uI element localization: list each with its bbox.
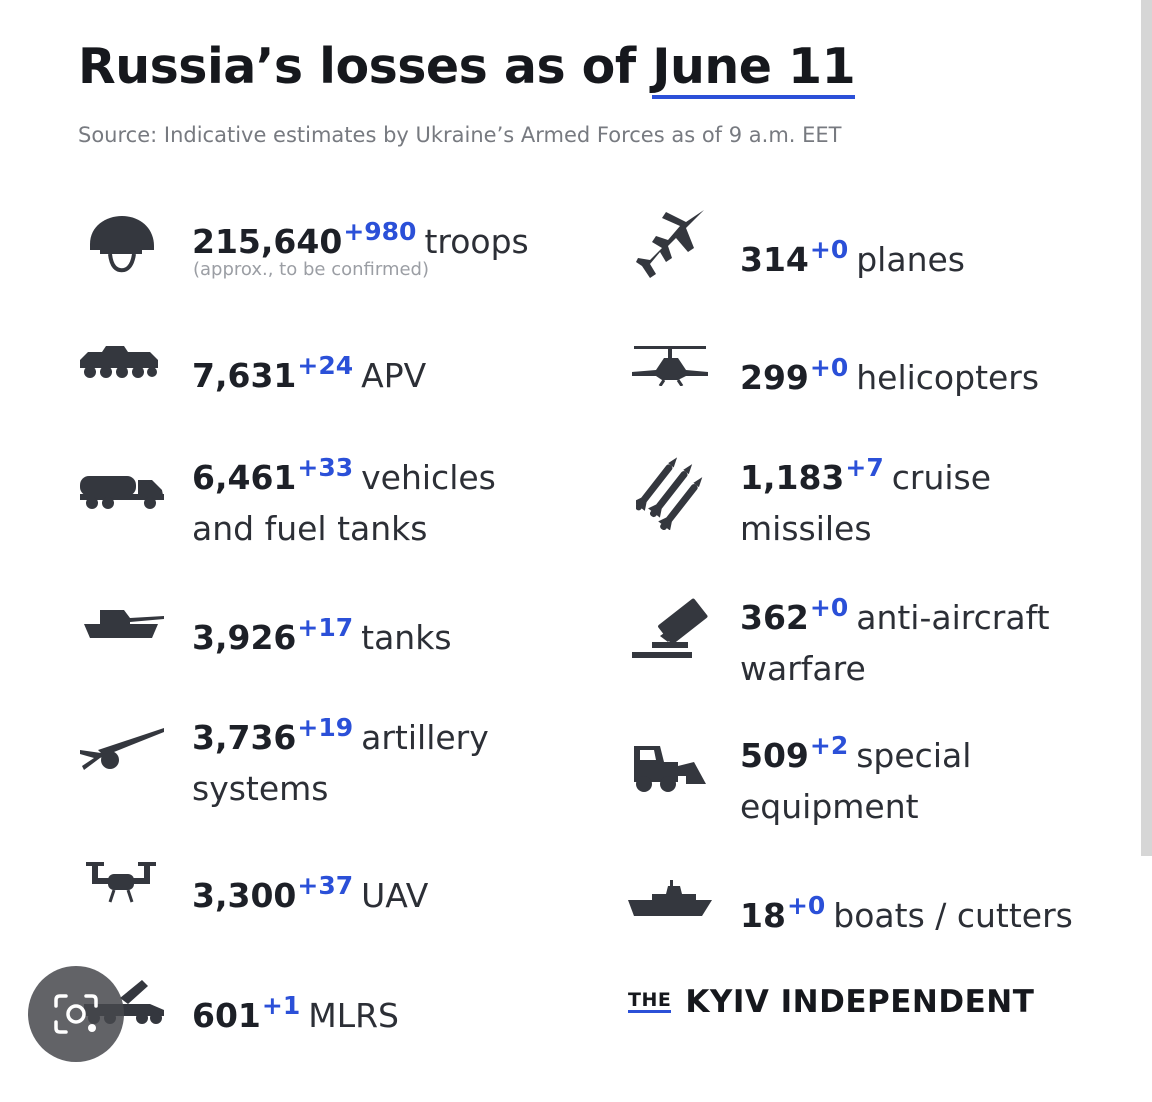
vehicles-label-line2: and fuel tanks — [192, 509, 428, 548]
title-date: June 11 — [652, 38, 856, 99]
tanks-label: tanks — [361, 618, 452, 657]
mlrs-delta: +1 — [261, 991, 301, 1020]
lens-search-icon — [54, 994, 98, 1034]
vehicles-label: vehicles — [361, 458, 496, 497]
special-equipment-label: special — [856, 736, 972, 775]
artillery-delta: +19 — [297, 713, 354, 742]
vehicles-delta: +33 — [297, 453, 354, 482]
missiles-value: 1,183 — [740, 458, 845, 497]
missiles-delta: +7 — [845, 453, 884, 482]
special-equipment-delta: +2 — [809, 731, 849, 760]
drone-icon — [86, 862, 156, 903]
uav-label: UAV — [361, 876, 429, 915]
artillery-label-line2: systems — [192, 769, 329, 808]
boat-icon — [628, 880, 712, 916]
troops-value: 215,640 — [192, 222, 343, 261]
artillery-value: 3,736 — [192, 718, 297, 757]
helicopters-label: helicopters — [856, 358, 1040, 397]
uav-value: 3,300 — [192, 876, 297, 915]
planes-value: 314 — [740, 240, 809, 279]
special-equipment-value: 509 — [740, 736, 809, 775]
lens-search-button[interactable] — [28, 966, 124, 1062]
anti-aircraft-label-line2: warfare — [740, 649, 866, 688]
fuel-truck-icon — [80, 476, 164, 509]
helicopters-delta: +0 — [809, 353, 849, 382]
mlrs-label: MLRS — [308, 996, 399, 1035]
apv-label: APV — [361, 356, 427, 395]
artillery-label: artillery — [361, 718, 489, 757]
boats-delta: +0 — [786, 891, 826, 920]
troops-note: (approx., to be confirmed) — [193, 259, 429, 280]
apv-icon — [80, 346, 158, 378]
anti-aircraft-delta: +0 — [809, 593, 849, 622]
tanks-delta: +17 — [297, 613, 354, 642]
tanks-value: 3,926 — [192, 618, 297, 657]
missiles-icon — [636, 457, 703, 530]
special-equipment-label-line2: equipment — [740, 787, 919, 826]
anti-aircraft-value: 362 — [740, 598, 809, 637]
source-note: Source: Indicative estimates by Ukraine’… — [78, 123, 842, 147]
special-equipment-icon — [634, 746, 706, 792]
helmet-icon — [90, 216, 154, 273]
planes-label: planes — [856, 240, 965, 279]
boats-value: 18 — [740, 896, 786, 935]
anti-aircraft-label: anti-aircraft — [856, 598, 1050, 637]
artillery-icon — [80, 728, 164, 770]
uav-delta: +37 — [297, 871, 354, 900]
vehicles-value: 6,461 — [192, 458, 297, 497]
page-title: Russia’s losses as of June 11 — [78, 38, 856, 99]
tank-icon — [84, 610, 164, 638]
brand-logo: THE KYIV INDEPENDENT — [628, 984, 1034, 1020]
planes-delta: +0 — [809, 235, 849, 264]
missiles-label: cruise — [891, 458, 992, 497]
window-edge — [1141, 0, 1152, 856]
troops-delta: +980 — [343, 217, 417, 246]
anti-aircraft-icon — [632, 598, 708, 658]
mlrs-value: 601 — [192, 996, 261, 1035]
helicopters-value: 299 — [740, 358, 809, 397]
apv-value: 7,631 — [192, 356, 297, 395]
missiles-label-line2: missiles — [740, 509, 872, 548]
apv-delta: +24 — [297, 351, 354, 380]
plane-icon — [636, 210, 704, 278]
helicopter-icon — [632, 346, 708, 386]
troops-label: troops — [424, 222, 529, 261]
brand-the: THE — [628, 989, 672, 1013]
boats-label: boats / cutters — [833, 896, 1073, 935]
brand-name: KYIV INDEPENDENT — [685, 984, 1035, 1020]
